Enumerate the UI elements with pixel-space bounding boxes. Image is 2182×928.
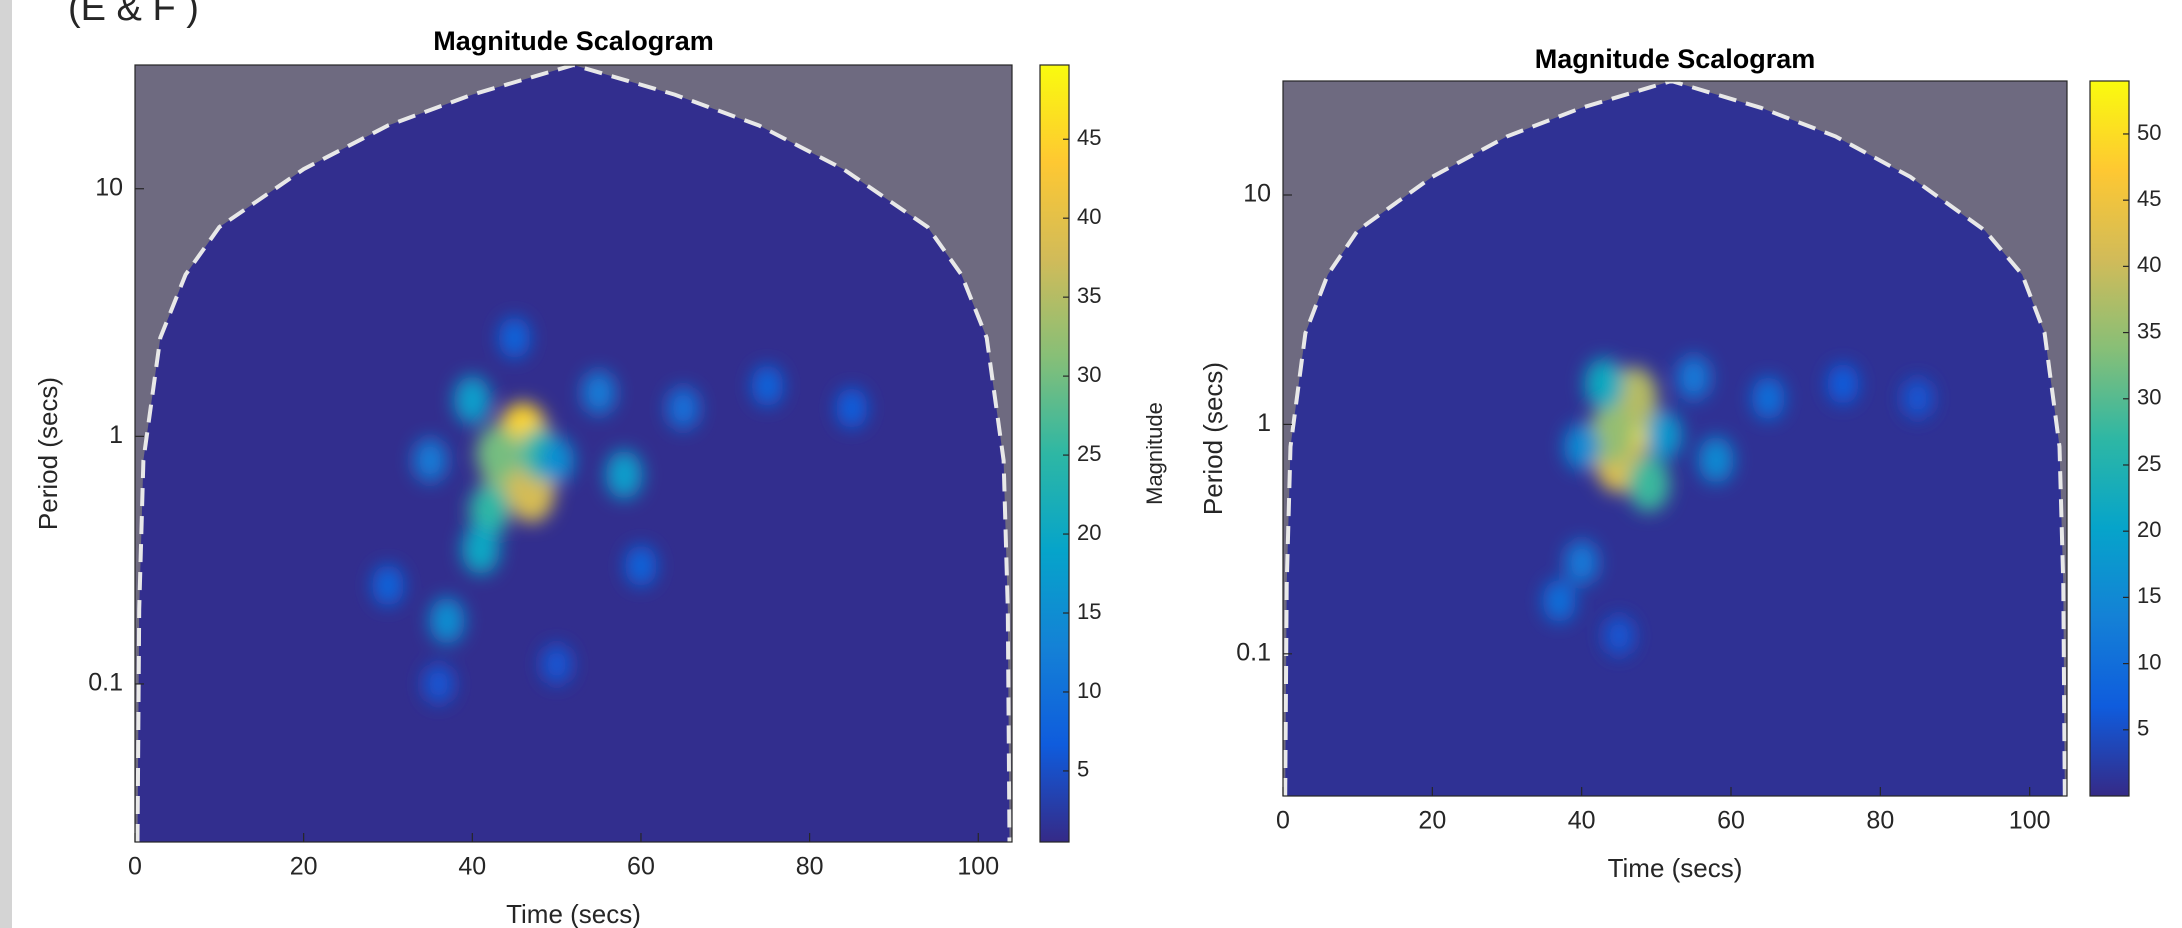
- magnitude-spot: [468, 484, 510, 538]
- x-tick-label: 100: [957, 853, 999, 881]
- x-tick-label: 100: [2009, 807, 2051, 835]
- plot-area: [1283, 81, 2067, 796]
- axes-box: [134, 64, 1013, 843]
- colorbar-label: Magnitude: [1142, 402, 1167, 505]
- magnitude-spot: [624, 545, 657, 587]
- magnitude-spot: [1827, 363, 1859, 405]
- magnitude-spot: [1698, 436, 1734, 484]
- magnitude-spot: [453, 375, 491, 425]
- magnitude-spot: [1588, 404, 1635, 466]
- magnitude-spot: [1902, 378, 1934, 419]
- magnitude-spot: [751, 364, 784, 407]
- x-tick-label: 80: [796, 853, 824, 881]
- spots: [371, 317, 868, 705]
- colorbar: [1039, 64, 1070, 843]
- cone-of-influence: [1283, 81, 2067, 796]
- y-tick-label: 0.1: [88, 669, 123, 697]
- x-axis-label: Time (secs): [1608, 853, 1743, 883]
- magnitude-spot: [1603, 615, 1635, 656]
- magnitude-spot: [581, 370, 616, 415]
- magnitude-spot: [1542, 579, 1576, 623]
- magnitude-spot: [541, 644, 573, 685]
- magnitude-spot: [605, 450, 643, 499]
- magnitude-spot: [1751, 376, 1785, 420]
- magnitude-spot: [1564, 540, 1599, 585]
- y-tick-label: 10: [1243, 180, 1271, 208]
- magnitude-spot: [476, 425, 520, 483]
- x-tick-label: 40: [1568, 807, 1596, 835]
- y-axis-label: Period (secs): [1198, 362, 1228, 515]
- magnitude-spot: [461, 524, 500, 575]
- x-tick-label: 0: [128, 853, 142, 881]
- magnitude-spot: [423, 663, 455, 705]
- colorbar-tick-label: 30: [2137, 385, 2161, 410]
- y-tick-label: 1: [109, 421, 123, 449]
- magnitude-spot: [836, 387, 868, 429]
- cone-of-influence: [135, 65, 1012, 842]
- colorbar-tick-label: 10: [1077, 678, 1101, 703]
- magnitude-spot: [1627, 456, 1670, 512]
- plot-area: [135, 65, 1012, 842]
- magnitude-spot: [1645, 410, 1683, 460]
- x-tick-label: 0: [1276, 807, 1290, 835]
- y-tick-label: 1: [1257, 409, 1271, 437]
- spots: [1542, 355, 1934, 656]
- colorbar-tick-label: 40: [1077, 204, 1101, 229]
- x-tick-label: 20: [290, 853, 318, 881]
- colorbar-tick-label: 5: [1077, 757, 1089, 782]
- magnitude-spot: [1563, 423, 1600, 470]
- colorbar-tick-label: 40: [2137, 252, 2161, 277]
- chart-title: Magnitude Scalogram: [1535, 44, 1816, 74]
- magnitude-spot: [429, 597, 465, 644]
- magnitude-spot: [538, 437, 575, 484]
- colorbar-tick-label: 25: [2137, 451, 2161, 476]
- x-tick-label: 40: [458, 853, 486, 881]
- colorbar-tick-label: 20: [2137, 517, 2161, 542]
- colorbar-tick-label: 30: [1077, 362, 1101, 387]
- colorbar-tick-label: 45: [1077, 125, 1101, 150]
- magnitude-spot: [413, 438, 448, 483]
- chart-title: Magnitude Scalogram: [433, 26, 714, 56]
- colorbar-tick-label: 5: [2137, 716, 2149, 741]
- magnitude-spot: [666, 386, 700, 430]
- x-tick-label: 20: [1418, 807, 1446, 835]
- colorbar-tick-label: 15: [2137, 583, 2161, 608]
- colorbar-tick-label: 35: [2137, 318, 2161, 343]
- magnitude-spot: [498, 317, 531, 359]
- axes-box: [1282, 80, 2068, 797]
- x-axis-label: Time (secs): [506, 899, 641, 928]
- x-tick-label: 60: [627, 853, 655, 881]
- colorbar-tick-label: 15: [1077, 599, 1101, 624]
- colorbar-tick-label: 25: [1077, 441, 1101, 466]
- magnitude-spot: [1584, 358, 1624, 410]
- y-tick-label: 0.1: [1236, 638, 1271, 666]
- colorbar-tick-label: 50: [2137, 120, 2161, 145]
- magnitude-spot: [1676, 355, 1711, 400]
- x-tick-label: 60: [1717, 807, 1745, 835]
- magnitude-spot: [371, 564, 404, 607]
- caption: (E & F ): [68, 0, 199, 29]
- colorbar: [2089, 80, 2130, 797]
- colorbar-tick-label: 35: [1077, 283, 1101, 308]
- colorbar-tick-label: 20: [1077, 520, 1101, 545]
- y-tick-label: 10: [95, 173, 123, 201]
- x-tick-label: 80: [1866, 807, 1894, 835]
- side-strip: [0, 0, 12, 928]
- y-axis-label: Period (secs): [33, 377, 63, 530]
- colorbar-tick-label: 10: [2137, 649, 2161, 674]
- colorbar-tick-label: 45: [2137, 186, 2161, 211]
